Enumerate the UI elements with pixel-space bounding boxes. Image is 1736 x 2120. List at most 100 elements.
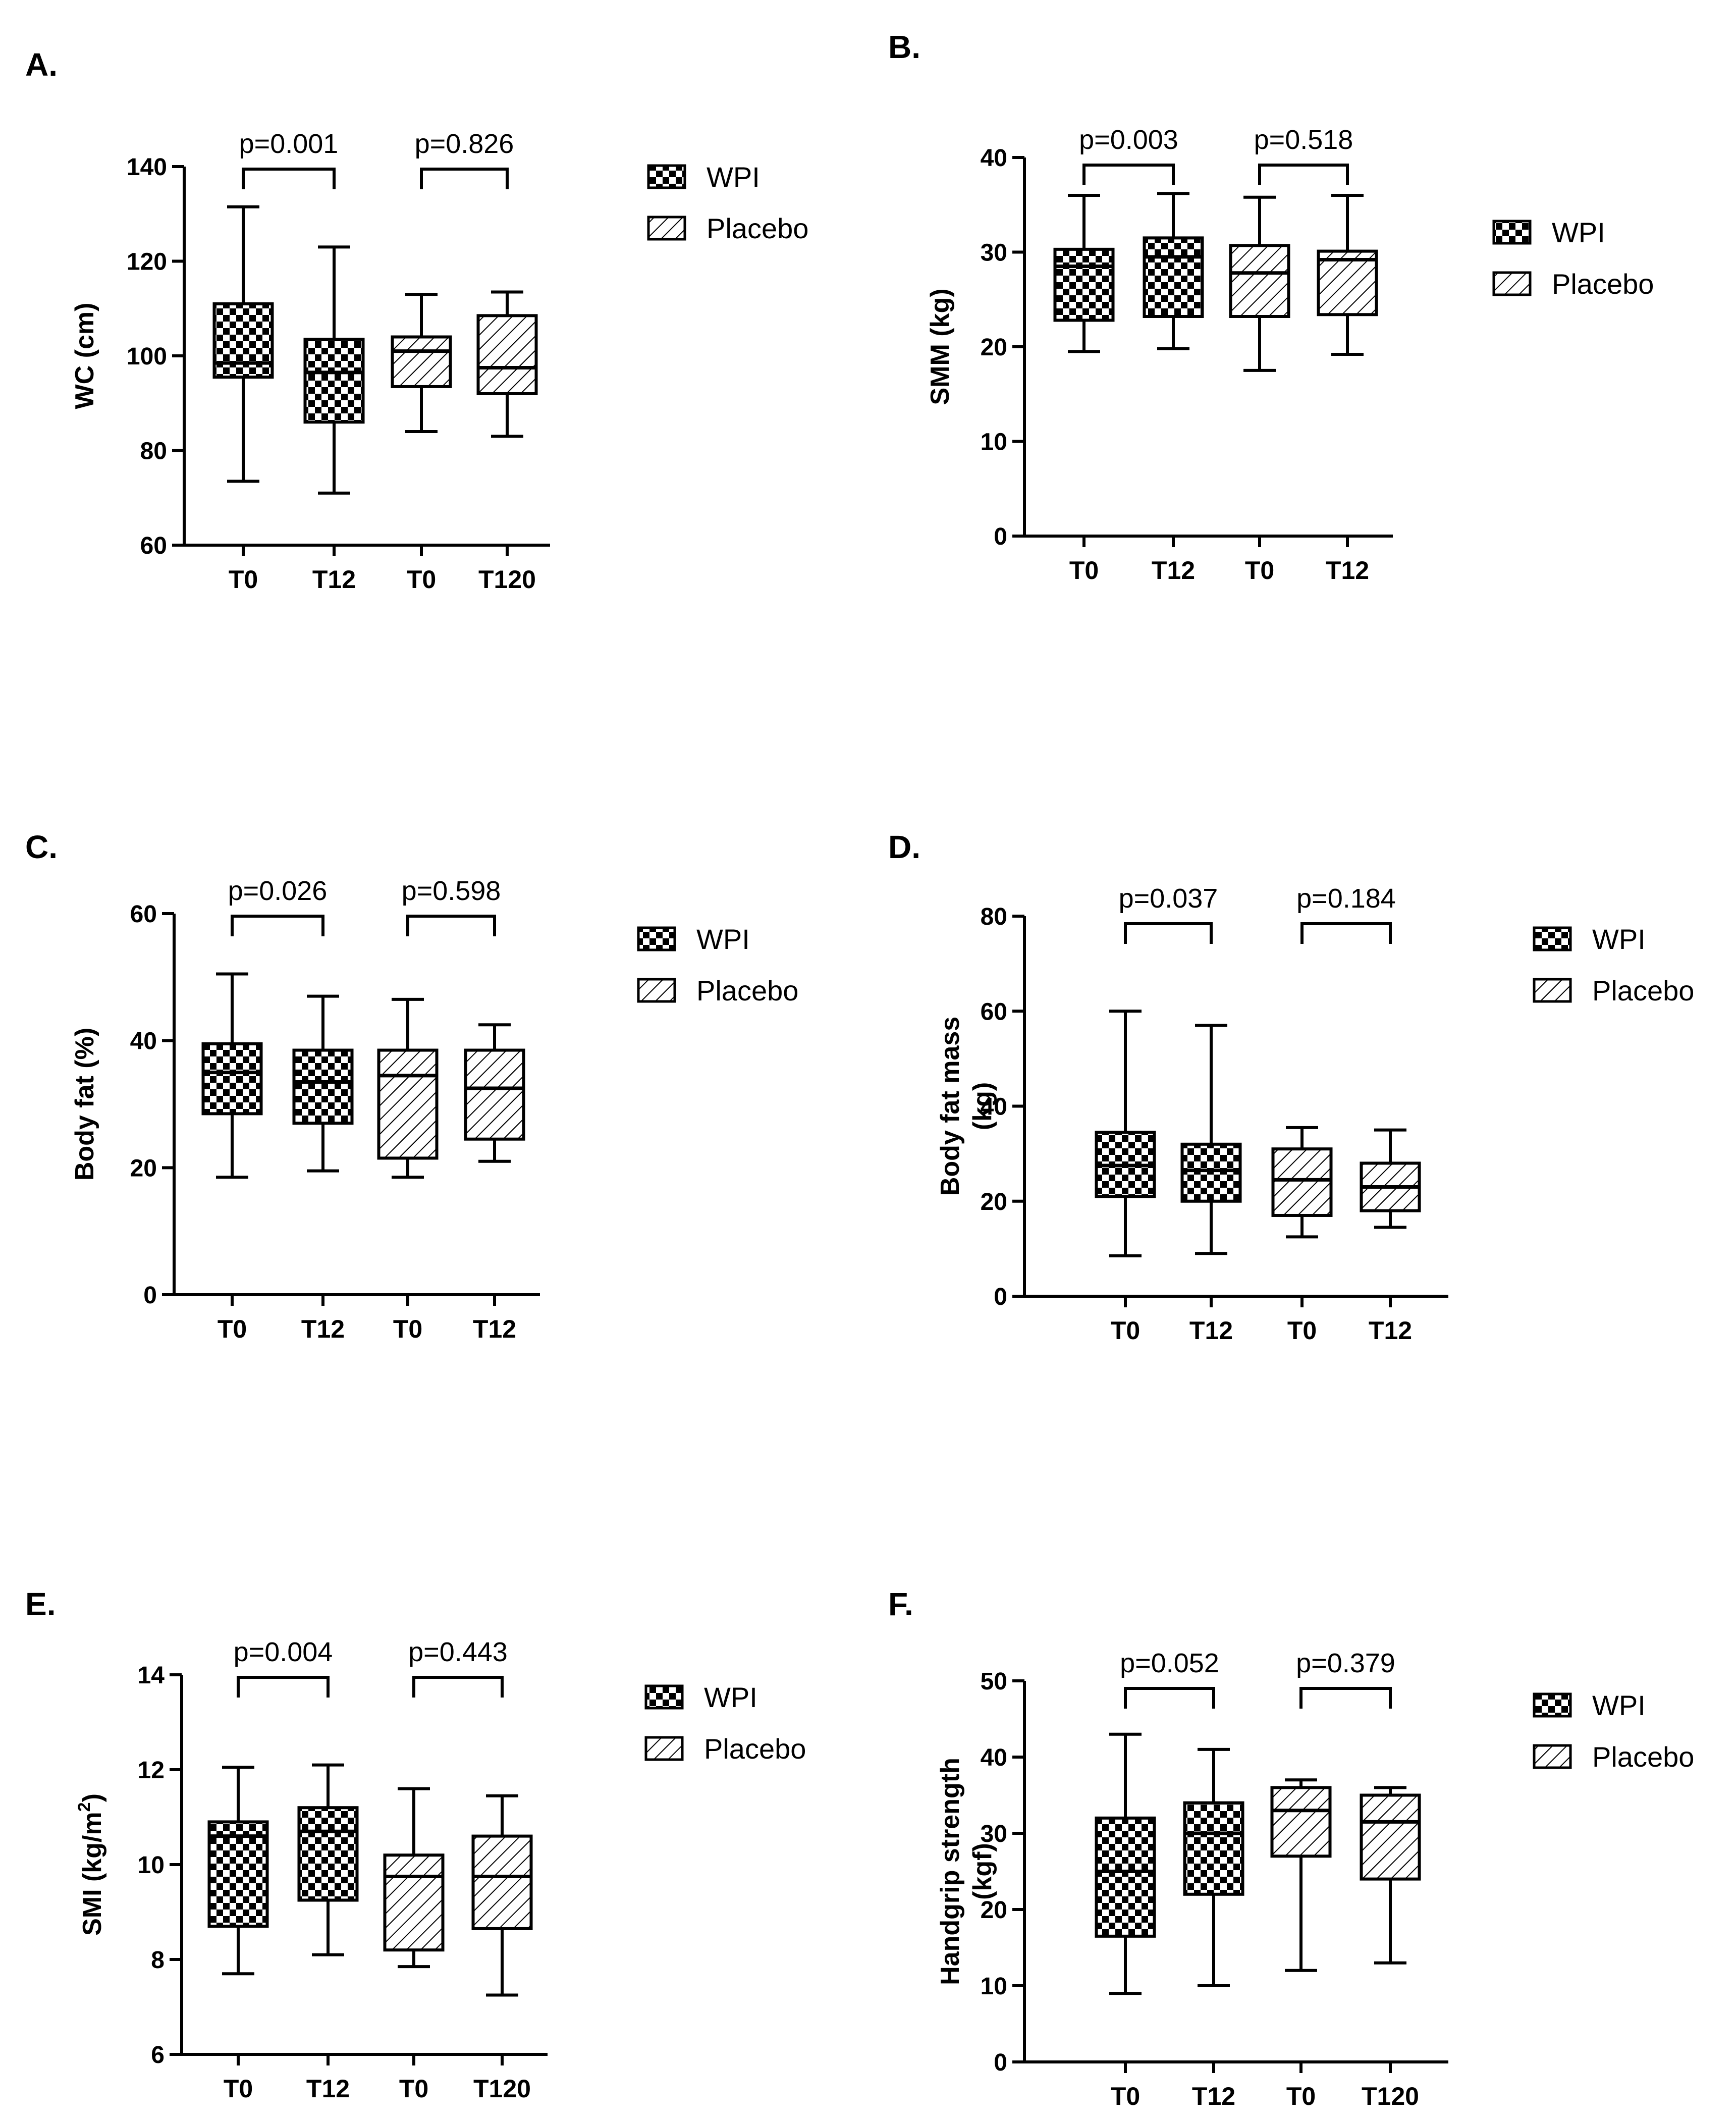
x-category-label: T12 — [1152, 556, 1195, 585]
y-tick-label: 50 — [981, 1668, 1007, 1695]
y-tick-label: 40 — [130, 1028, 157, 1055]
significance-bracket — [242, 168, 336, 189]
significance-bracket — [1299, 1687, 1392, 1709]
legend-swatch-placebo — [647, 216, 686, 241]
legend-label: Placebo — [704, 1733, 806, 1765]
legend-swatch-wpi — [1533, 926, 1572, 951]
x-category-label: T120 — [478, 565, 536, 594]
significance-bracket — [237, 1676, 330, 1698]
legend-label: Placebo — [1592, 1741, 1694, 1773]
p-value-label: p=0.443 — [408, 1637, 508, 1667]
x-category-label: T0 — [1245, 556, 1274, 585]
legend-label: Placebo — [1552, 268, 1654, 300]
y-axis-label: WC (cm) — [70, 303, 99, 409]
x-category-label: T0 — [399, 2075, 428, 2103]
panel-letter: E. — [25, 1586, 56, 1622]
p-value-label: p=0.037 — [1119, 883, 1218, 914]
x-category-label: T120 — [473, 2075, 531, 2103]
box-wpi — [292, 1048, 354, 1125]
y-tick-label: 10 — [981, 429, 1007, 456]
box-placebo — [1270, 1786, 1332, 1858]
box-placebo — [383, 1853, 445, 1952]
x-category-label: T0 — [393, 1315, 422, 1343]
y-axis-label: Body fat (%) — [70, 1028, 99, 1181]
box-placebo — [1360, 1793, 1421, 1881]
legend-swatch-placebo — [637, 978, 676, 1003]
y-axis-label-line: (kgf) — [968, 1843, 997, 1900]
chart-panel-4: E. 6 8 10 12 14 SMI (kg/m2) T0 T12 T0 T120 p=0.004 p… — [25, 1586, 806, 2103]
legend-swatch-wpi — [1492, 220, 1532, 245]
box-wpi — [207, 1820, 269, 1928]
panel-letter: D. — [888, 829, 920, 865]
y-tick-label: 0 — [143, 1282, 157, 1309]
chart-panel-1: B. 0 10 20 30 40 SMM (kg) T0 T12 T0 T12 p=0.003 p=0.… — [888, 29, 1654, 585]
significance-bracket — [412, 1676, 504, 1698]
legend-swatch-wpi — [647, 164, 686, 189]
panel-letter: A. — [25, 46, 58, 83]
box-wpi — [303, 338, 365, 424]
x-category-label: T0 — [224, 2075, 253, 2103]
y-tick-label: 30 — [981, 1821, 1007, 1847]
p-value-label: p=0.004 — [234, 1637, 333, 1667]
panel-letter: B. — [888, 29, 920, 65]
legend-swatch-wpi — [1533, 1692, 1572, 1718]
p-value-label: p=0.052 — [1120, 1648, 1219, 1678]
legend-label: WPI — [704, 1681, 757, 1713]
y-axis-label: Body fat mass (kg) — [936, 1017, 997, 1196]
x-category-label: T0 — [1111, 2082, 1140, 2110]
y-axis-label-close: ) — [78, 1793, 107, 1802]
p-value-label: p=0.826 — [415, 129, 514, 159]
legend-swatch-placebo — [1492, 271, 1532, 296]
box-placebo — [377, 1048, 439, 1160]
y-tick-label: 30 — [981, 240, 1007, 267]
y-tick-label: 40 — [981, 1744, 1007, 1771]
legend-swatch-placebo — [1533, 978, 1572, 1003]
y-tick-label: 40 — [981, 145, 1007, 172]
box-placebo — [1229, 244, 1290, 318]
p-value-label: p=0.001 — [239, 129, 339, 159]
p-value-label: p=0.003 — [1079, 125, 1178, 155]
y-tick-label: 140 — [127, 154, 167, 181]
y-axis-label: Handgrip strength (kgf) — [936, 1758, 997, 1985]
p-value-label: p=0.518 — [1254, 125, 1353, 155]
legend-label: WPI — [696, 923, 750, 955]
y-tick-label: 100 — [127, 343, 167, 370]
y-tick-label: 60 — [130, 901, 157, 928]
x-category-label: T12 — [301, 1315, 345, 1343]
box-placebo — [1317, 249, 1378, 316]
y-tick-label: 0 — [994, 2049, 1007, 2076]
y-tick-label: 0 — [994, 523, 1007, 550]
legend-label: WPI — [1592, 923, 1646, 955]
y-tick-label: 80 — [981, 904, 1007, 930]
box-wpi — [1095, 1816, 1156, 1938]
y-tick-label: 8 — [151, 1947, 165, 1974]
box-placebo — [391, 335, 452, 388]
y-tick-label: 0 — [994, 1284, 1007, 1310]
box-placebo — [464, 1048, 525, 1141]
box-wpi — [1053, 247, 1115, 322]
box-placebo — [476, 314, 538, 395]
p-value-label: p=0.598 — [402, 876, 501, 906]
significance-bracket — [1124, 1687, 1215, 1709]
significance-bracket — [1258, 164, 1349, 185]
p-value-label: p=0.379 — [1296, 1648, 1395, 1678]
chart-panel-3: D. 0 20 40 60 80 Body fat mass (kg) T0 T12 T0 T12 p=… — [888, 829, 1694, 1345]
legend-label: Placebo — [1592, 975, 1694, 1006]
y-tick-label: 60 — [981, 998, 1007, 1025]
legend-label: WPI — [1592, 1689, 1646, 1721]
y-axis-label-superscript: 2 — [75, 1802, 94, 1812]
chart-panel-5: F. 0 10 20 30 40 50 Handgrip strength (kgf) T0 T12… — [888, 1586, 1694, 2110]
y-tick-label: 6 — [151, 2042, 165, 2069]
box-placebo — [471, 1834, 533, 1930]
y-axis-label-line: Body fat mass — [936, 1017, 965, 1196]
y-tick-label: 60 — [140, 533, 167, 559]
legend-label: Placebo — [707, 213, 808, 244]
x-category-label: T0 — [229, 565, 258, 594]
x-category-label: T12 — [1326, 556, 1369, 585]
y-tick-label: 14 — [138, 1662, 165, 1689]
legend-label: Placebo — [696, 975, 798, 1006]
y-tick-label: 20 — [981, 1189, 1007, 1215]
x-category-label: T0 — [1286, 2082, 1316, 2110]
panel-letter: F. — [888, 1586, 913, 1622]
